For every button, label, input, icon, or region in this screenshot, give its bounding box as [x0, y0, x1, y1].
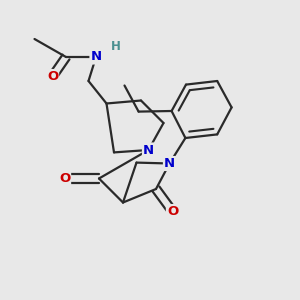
Text: N: N — [90, 50, 102, 64]
Text: N: N — [164, 157, 175, 170]
Text: H: H — [111, 40, 120, 53]
Text: O: O — [59, 172, 70, 185]
Text: O: O — [47, 70, 58, 83]
Text: O: O — [167, 205, 178, 218]
Text: N: N — [143, 143, 154, 157]
